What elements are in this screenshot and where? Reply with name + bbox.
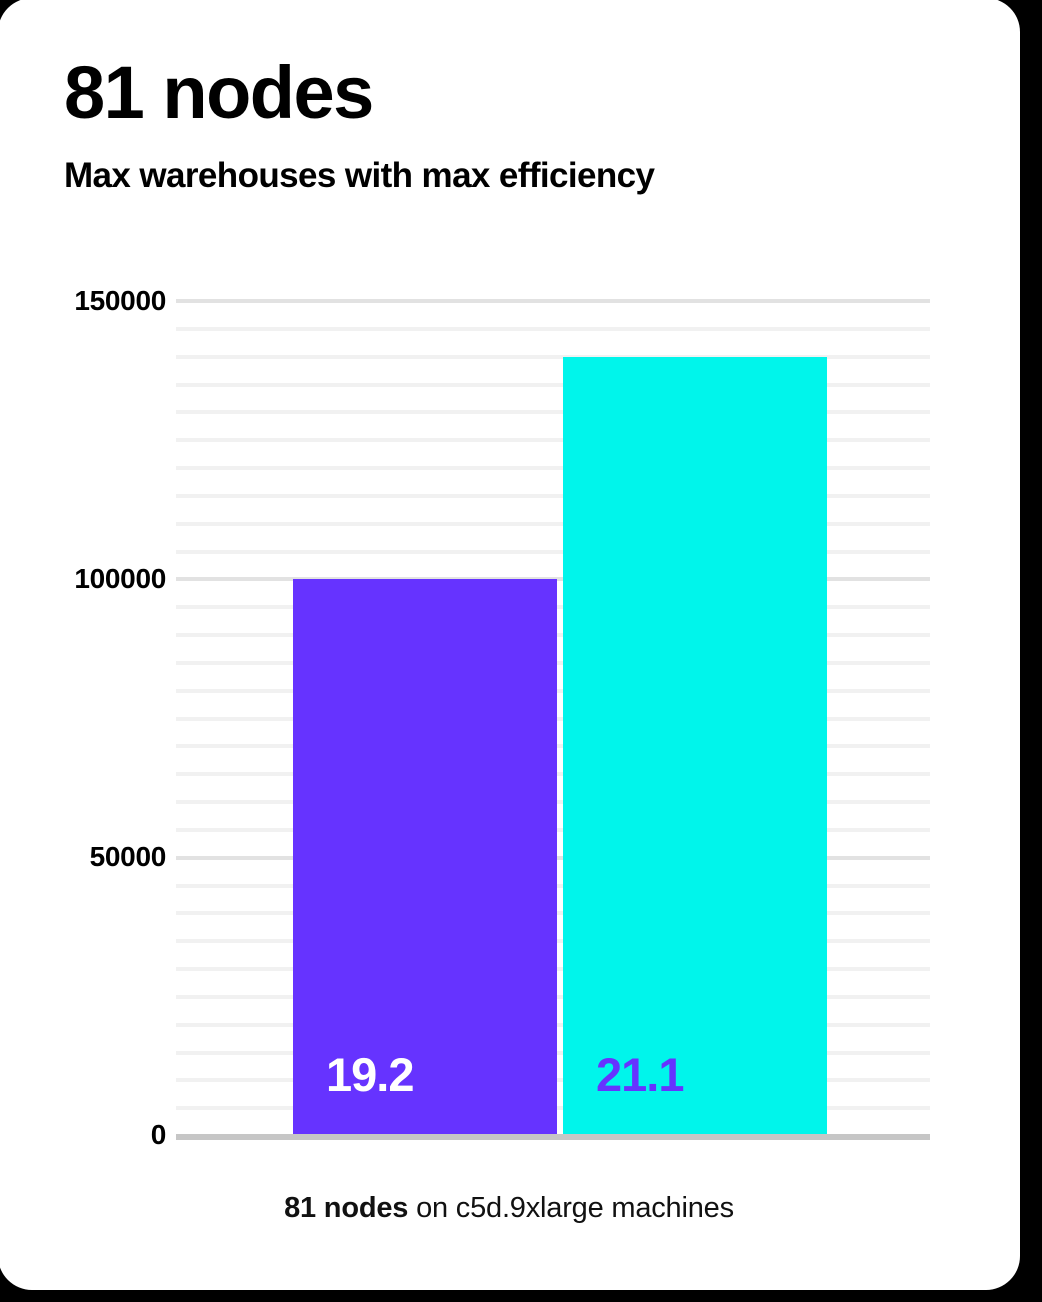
caption-rest: on c5d.9xlarge machines bbox=[408, 1192, 734, 1224]
chart-caption: 81 nodes on c5d.9xlarge machines bbox=[0, 1192, 1020, 1225]
gridline-major bbox=[176, 577, 930, 582]
gridline-minor bbox=[176, 410, 930, 415]
y-tick-label-50000: 50000 bbox=[89, 841, 167, 872]
gridline-minor bbox=[176, 382, 930, 387]
chart-plot: 150000 100000 50000 0 19.2 21.1 bbox=[0, 0, 930, 1290]
gridline-minor bbox=[176, 466, 930, 470]
gridline-minor bbox=[176, 354, 930, 359]
bar-21.1: 21.1 bbox=[563, 356, 827, 1136]
gridline-minor bbox=[176, 326, 930, 331]
bar-value-label: 19.2 bbox=[326, 1048, 414, 1101]
bar-19.2: 19.2 bbox=[293, 579, 557, 1136]
gridline-minor bbox=[176, 521, 930, 526]
chart-header: 81 nodes Max warehouses with max efficie… bbox=[64, 56, 964, 196]
plot-area: 19.2 21.1 bbox=[176, 299, 930, 1136]
page-title: 81 nodes bbox=[64, 51, 374, 134]
x-axis-line bbox=[176, 1134, 930, 1140]
chart-subtitle: Max warehouses with max efficiency bbox=[64, 156, 655, 195]
bar-value-label: 21.1 bbox=[596, 1048, 684, 1101]
chart-card: 81 nodes Max warehouses with max efficie… bbox=[0, 0, 1020, 1290]
caption-bold: 81 nodes bbox=[284, 1192, 409, 1224]
gridline-major bbox=[176, 299, 930, 303]
y-tick-label-0: 0 bbox=[150, 1119, 167, 1150]
gridline-minor bbox=[176, 493, 930, 498]
y-axis-labels: 150000 100000 50000 0 bbox=[0, 0, 166, 1290]
gridline-minor bbox=[176, 438, 930, 443]
y-tick-label-100000: 100000 bbox=[74, 563, 166, 594]
y-tick-label-150000: 150000 bbox=[74, 285, 166, 316]
gridline-minor bbox=[176, 549, 930, 554]
